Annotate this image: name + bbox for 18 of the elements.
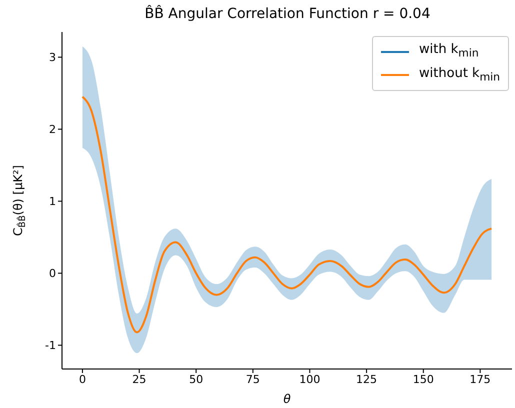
x-tick-label: 75 — [246, 372, 260, 386]
x-tick-label: 150 — [412, 372, 434, 386]
legend-label: with k$_{min}$ — [419, 41, 479, 62]
y-tick-label: 0 — [49, 267, 56, 280]
y-tick-label: 2 — [49, 123, 56, 136]
x-tick-label: 25 — [132, 372, 146, 386]
x-tick-label: 175 — [470, 372, 491, 386]
x-tick-label: 0 — [78, 372, 86, 386]
chart-title: B̂B̂ Angular Correlation Function r = 0.04 — [144, 6, 432, 22]
y-tick-label: 1 — [49, 195, 56, 208]
y-tick-label: 3 — [49, 51, 56, 64]
x-tick-label: 100 — [299, 372, 320, 386]
legend-label: without k$_{min}$ — [419, 64, 500, 86]
y-tick-label: -1 — [45, 339, 56, 352]
x-tick-label: 50 — [189, 372, 204, 386]
line-series — [81, 96, 493, 334]
x-tick-label: 125 — [356, 372, 378, 386]
x-axis-title: θ — [283, 392, 292, 406]
